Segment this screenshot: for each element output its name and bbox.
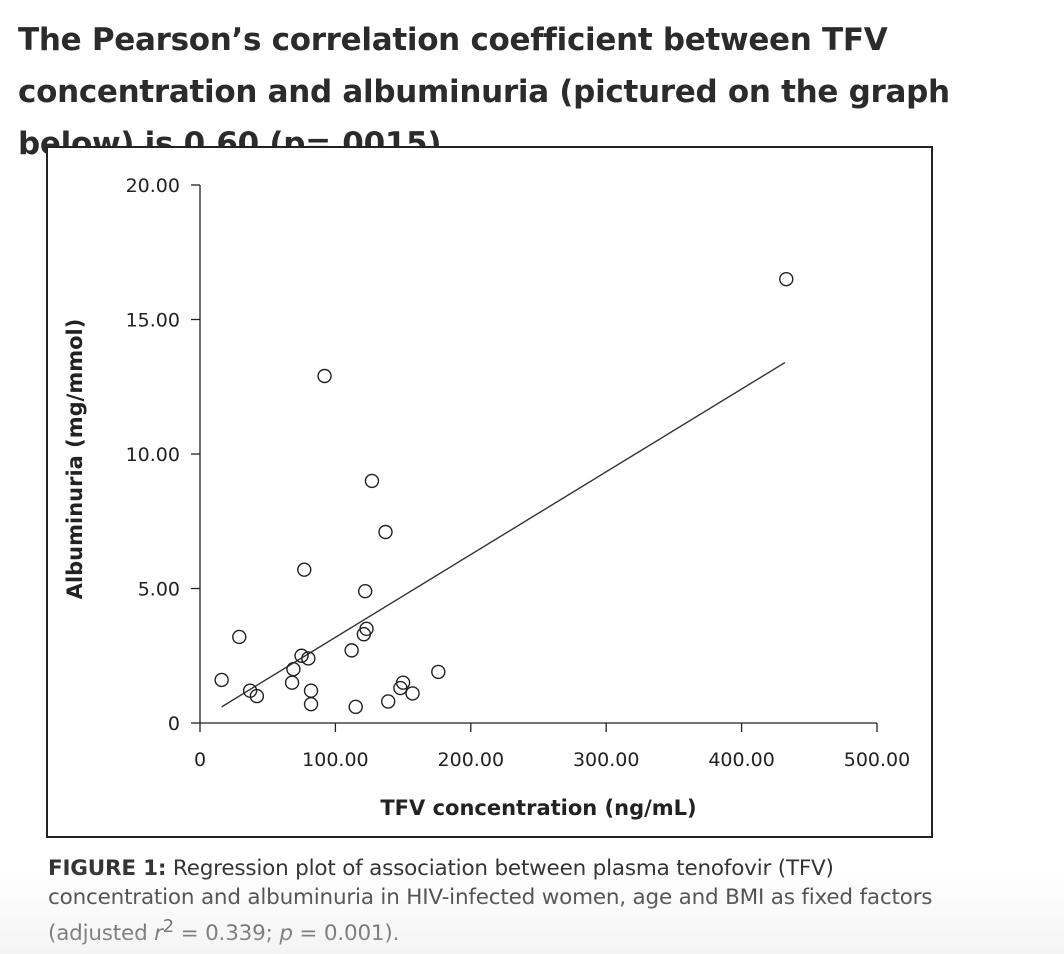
data-point [317,368,332,384]
x-tick-label: 300.00 [573,749,639,771]
data-point [348,699,363,715]
data-point [294,648,309,663]
figure-caption: FIGURE 1: Regression plot of association… [48,854,938,948]
data-point [395,675,411,690]
data-point [249,688,265,704]
x-tick-label: 200.00 [438,749,504,771]
caption-p-symbol: p [279,921,293,947]
data-point [303,696,319,712]
y-tick-label: 5.00 [138,579,180,601]
data-point [378,524,393,540]
y-tick-label: 0 [168,713,180,735]
intro-paragraph: The Pearson’s correlation coefficient be… [18,22,950,162]
data-point [381,694,396,709]
data-point [214,672,229,688]
figure-frame: 0 5.00 10.00 15.00 20.00 0 100.00 200.00 300.00 4… [46,146,933,838]
data-point [357,583,373,599]
data-point [405,686,420,701]
data-point [301,651,316,666]
data-point [284,675,300,690]
caption-p-value: = 0.001). [292,921,400,947]
data-point [779,271,794,287]
x-axis-title: TFV concentration (ng/mL) [380,796,696,820]
data-point [303,683,319,698]
data-point [232,629,247,645]
y-tick-label: 15.00 [126,310,180,332]
regression-line [221,361,786,708]
data-point [431,664,446,680]
data-point [344,643,359,658]
y-axis-title: Albuminuria (mg/mmol) [63,319,87,600]
data-point [297,562,312,577]
caption-r-superscript: 2 [162,916,174,937]
y-tick-label: 20.00 [126,175,180,197]
x-tick-label: 0 [194,749,206,771]
data-point [364,473,380,489]
data-point [286,662,301,677]
y-tick-label: 10.00 [126,444,180,466]
caption-r-value: = 0.339; [174,921,280,947]
x-tick-label: 400.00 [708,749,774,771]
caption-label: FIGURE 1: [48,856,167,881]
x-tick-label: 500.00 [844,749,910,771]
caption-r-symbol: r [154,921,163,947]
x-tick-label: 100.00 [302,749,368,771]
data-point [359,621,374,637]
scatter-plot: 0 5.00 10.00 15.00 20.00 0 100.00 200.00 300.00 4… [63,175,910,820]
